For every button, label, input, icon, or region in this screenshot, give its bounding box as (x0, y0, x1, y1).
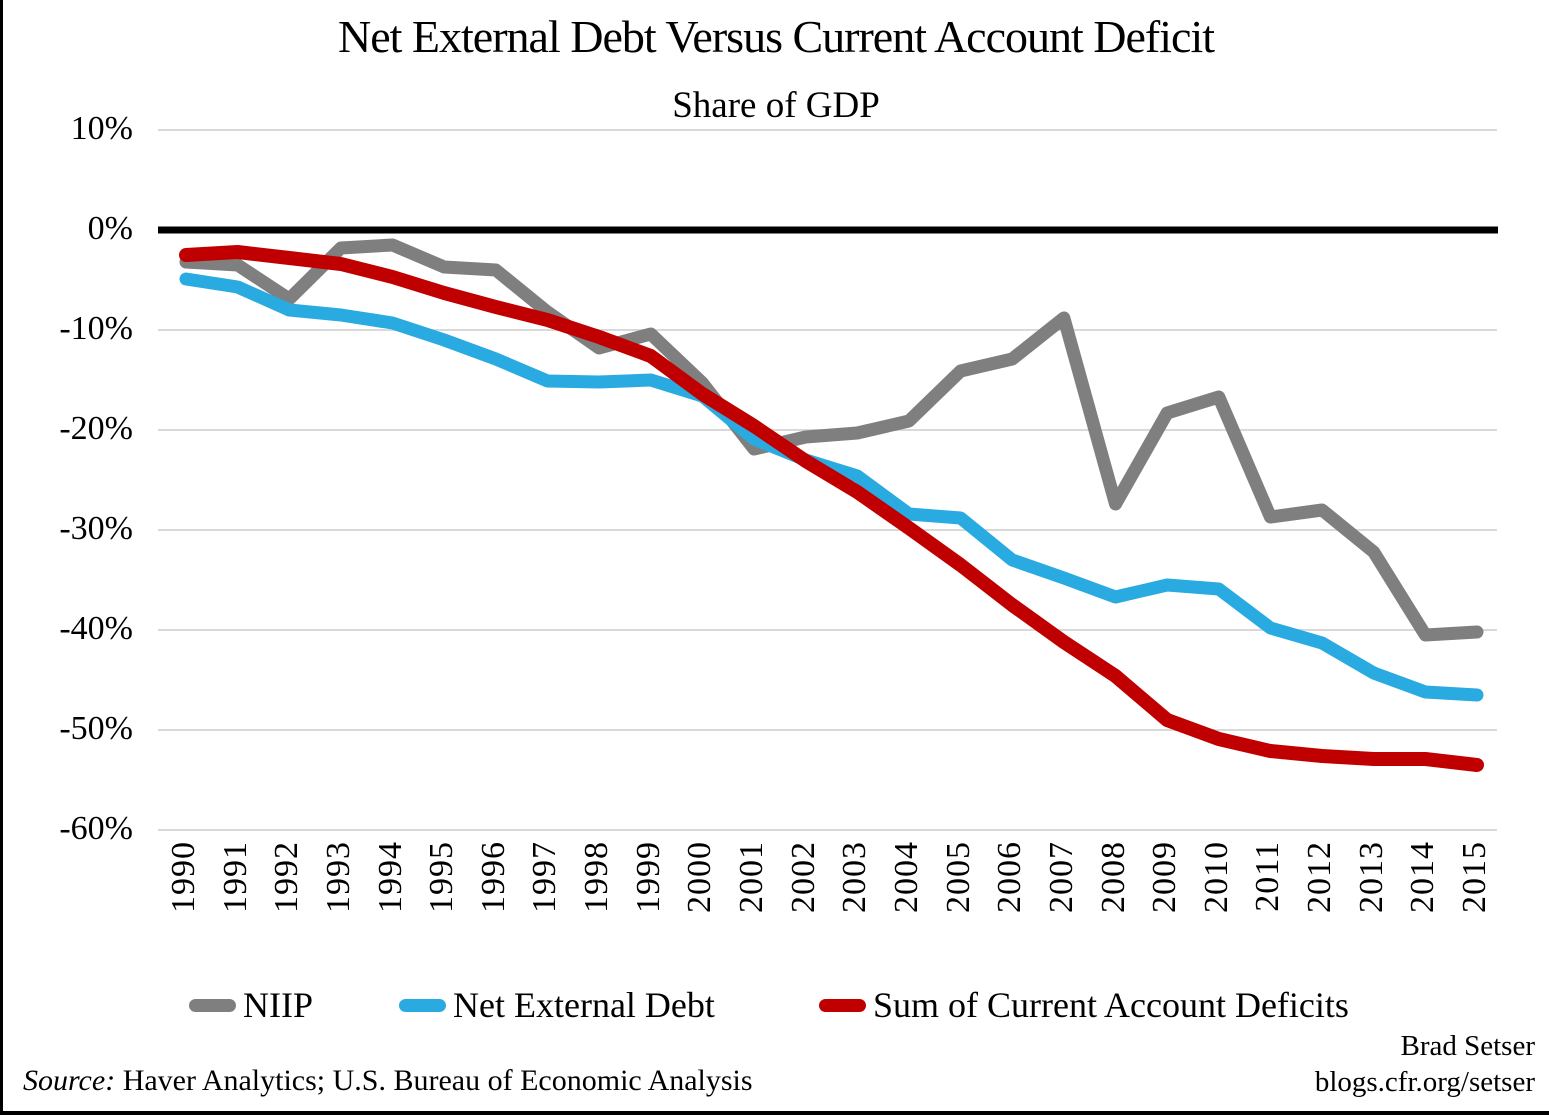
series-line-sum-of-current-account-deficits (179, 245, 1484, 772)
legend-swatch-icon (819, 998, 866, 1012)
x-tick-2007: 2007 (1042, 841, 1080, 913)
y-tick-10%: 10% (70, 110, 133, 147)
x-tick-1993: 1993 (319, 841, 357, 913)
x-tick-2010: 2010 (1197, 841, 1235, 913)
legend-label: Net External Debt (453, 985, 715, 1025)
source-prefix: Source: (23, 1064, 116, 1097)
x-tick-2013: 2013 (1352, 841, 1390, 913)
legend-item-net-external-debt: Net External Debt (399, 982, 715, 1028)
chart-subtitle: Share of GDP (672, 85, 880, 126)
x-tick-2015: 2015 (1456, 841, 1493, 913)
y-tick--40%: -40% (59, 610, 133, 647)
y-tick--60%: -60% (59, 810, 133, 847)
series-line-niip (179, 238, 1484, 642)
x-tick-1999: 1999 (629, 841, 667, 913)
x-tick-1998: 1998 (578, 841, 616, 913)
y-tick--20%: -20% (59, 410, 133, 447)
legend-item-sum-of-current-account-deficits: Sum of Current Account Deficits (819, 982, 1349, 1028)
x-tick-2005: 2005 (939, 841, 977, 913)
plot-area (158, 129, 1498, 831)
legend-swatch-icon (399, 998, 446, 1012)
attribution-url: blogs.cfr.org/setser (1314, 1066, 1535, 1098)
y-tick-0%: 0% (87, 210, 133, 247)
source-text: Haver Analytics; U.S. Bureau of Economic… (115, 1064, 753, 1097)
x-tick-2009: 2009 (1146, 841, 1184, 913)
y-tick--30%: -30% (59, 510, 133, 547)
x-tick-2011: 2011 (1249, 841, 1287, 912)
x-tick-1991: 1991 (216, 841, 254, 913)
x-tick-1997: 1997 (526, 841, 564, 913)
series-line-net-external-debt (179, 272, 1484, 702)
x-tick-2014: 2014 (1404, 841, 1442, 913)
chart-title: Net External Debt Versus Current Account… (338, 11, 1215, 62)
y-tick--50%: -50% (59, 710, 133, 747)
attribution-name: Brad Setser (1400, 1030, 1536, 1062)
x-tick-1990: 1990 (165, 841, 202, 913)
legend-item-niip: NIIP (189, 982, 313, 1028)
x-tick-2000: 2000 (681, 841, 719, 913)
x-tick-2012: 2012 (1301, 841, 1339, 913)
x-tick-2001: 2001 (733, 841, 771, 913)
x-tick-1995: 1995 (423, 841, 461, 913)
x-tick-1992: 1992 (268, 841, 306, 913)
source-note: Source: Haver Analytics; U.S. Bureau of … (23, 1064, 753, 1098)
attribution: Brad Setser blogs.cfr.org/setser (1315, 1028, 1535, 1100)
x-tick-2002: 2002 (784, 841, 822, 913)
legend-label: NIIP (243, 985, 313, 1025)
y-tick--10%: -10% (59, 310, 133, 347)
x-tick-1996: 1996 (474, 841, 512, 913)
legend-label: Sum of Current Account Deficits (873, 985, 1349, 1025)
x-tick-2006: 2006 (991, 841, 1029, 913)
x-tick-2004: 2004 (887, 841, 925, 913)
x-tick-2008: 2008 (1094, 841, 1132, 913)
legend-swatch-icon (189, 998, 236, 1012)
x-tick-2003: 2003 (836, 841, 874, 913)
x-tick-1994: 1994 (371, 841, 409, 913)
